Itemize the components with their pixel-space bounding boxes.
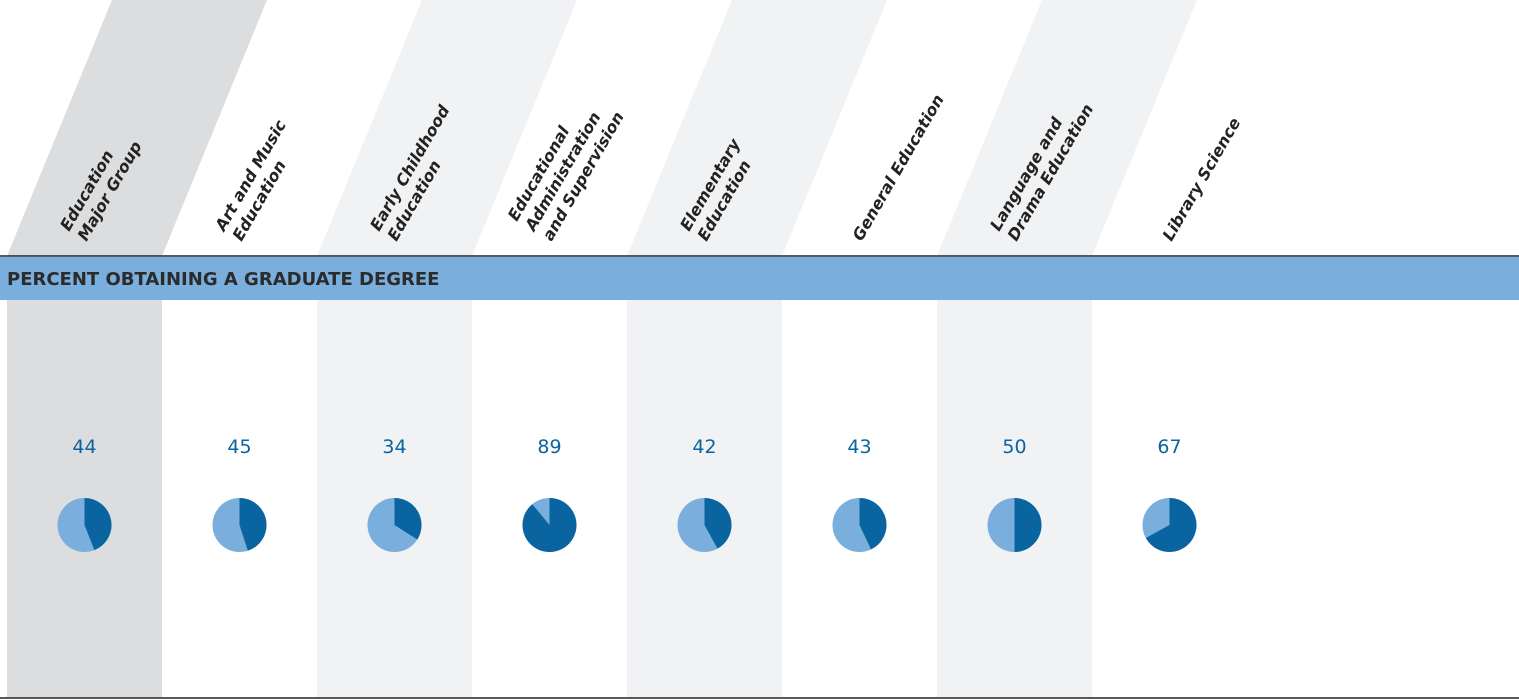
column-header-bg (627, 0, 887, 256)
value-label: 45 (227, 436, 251, 458)
value-label: 43 (847, 436, 871, 458)
pie-slice (239, 498, 267, 551)
category-line: General Education (849, 91, 948, 244)
pie-slice (522, 498, 577, 553)
band-title: PERCENT OBTAINING A GRADUATE DEGREE (7, 269, 439, 290)
column-header-bg (7, 0, 267, 256)
category-line: Library Science (1159, 114, 1245, 244)
category-label: Art and MusicEducation (210, 116, 307, 246)
pie-slice (1014, 498, 1042, 552)
column-header-bg (937, 0, 1197, 256)
pie-slice (704, 498, 732, 549)
header-band (0, 257, 1519, 300)
pie-slice (394, 498, 422, 540)
value-label: 44 (72, 436, 96, 458)
category-label: Library Science (1159, 114, 1245, 244)
value-label: 89 (537, 436, 561, 458)
column-header-bg (317, 0, 577, 256)
value-label: 34 (382, 436, 406, 458)
value-label: 42 (692, 436, 716, 458)
value-label: 67 (1157, 436, 1181, 458)
category-label: General Education (849, 91, 948, 244)
pie-slice (1145, 498, 1197, 553)
pie-slice (84, 498, 112, 551)
pie-slice (859, 498, 887, 550)
value-label: 50 (1002, 436, 1026, 458)
